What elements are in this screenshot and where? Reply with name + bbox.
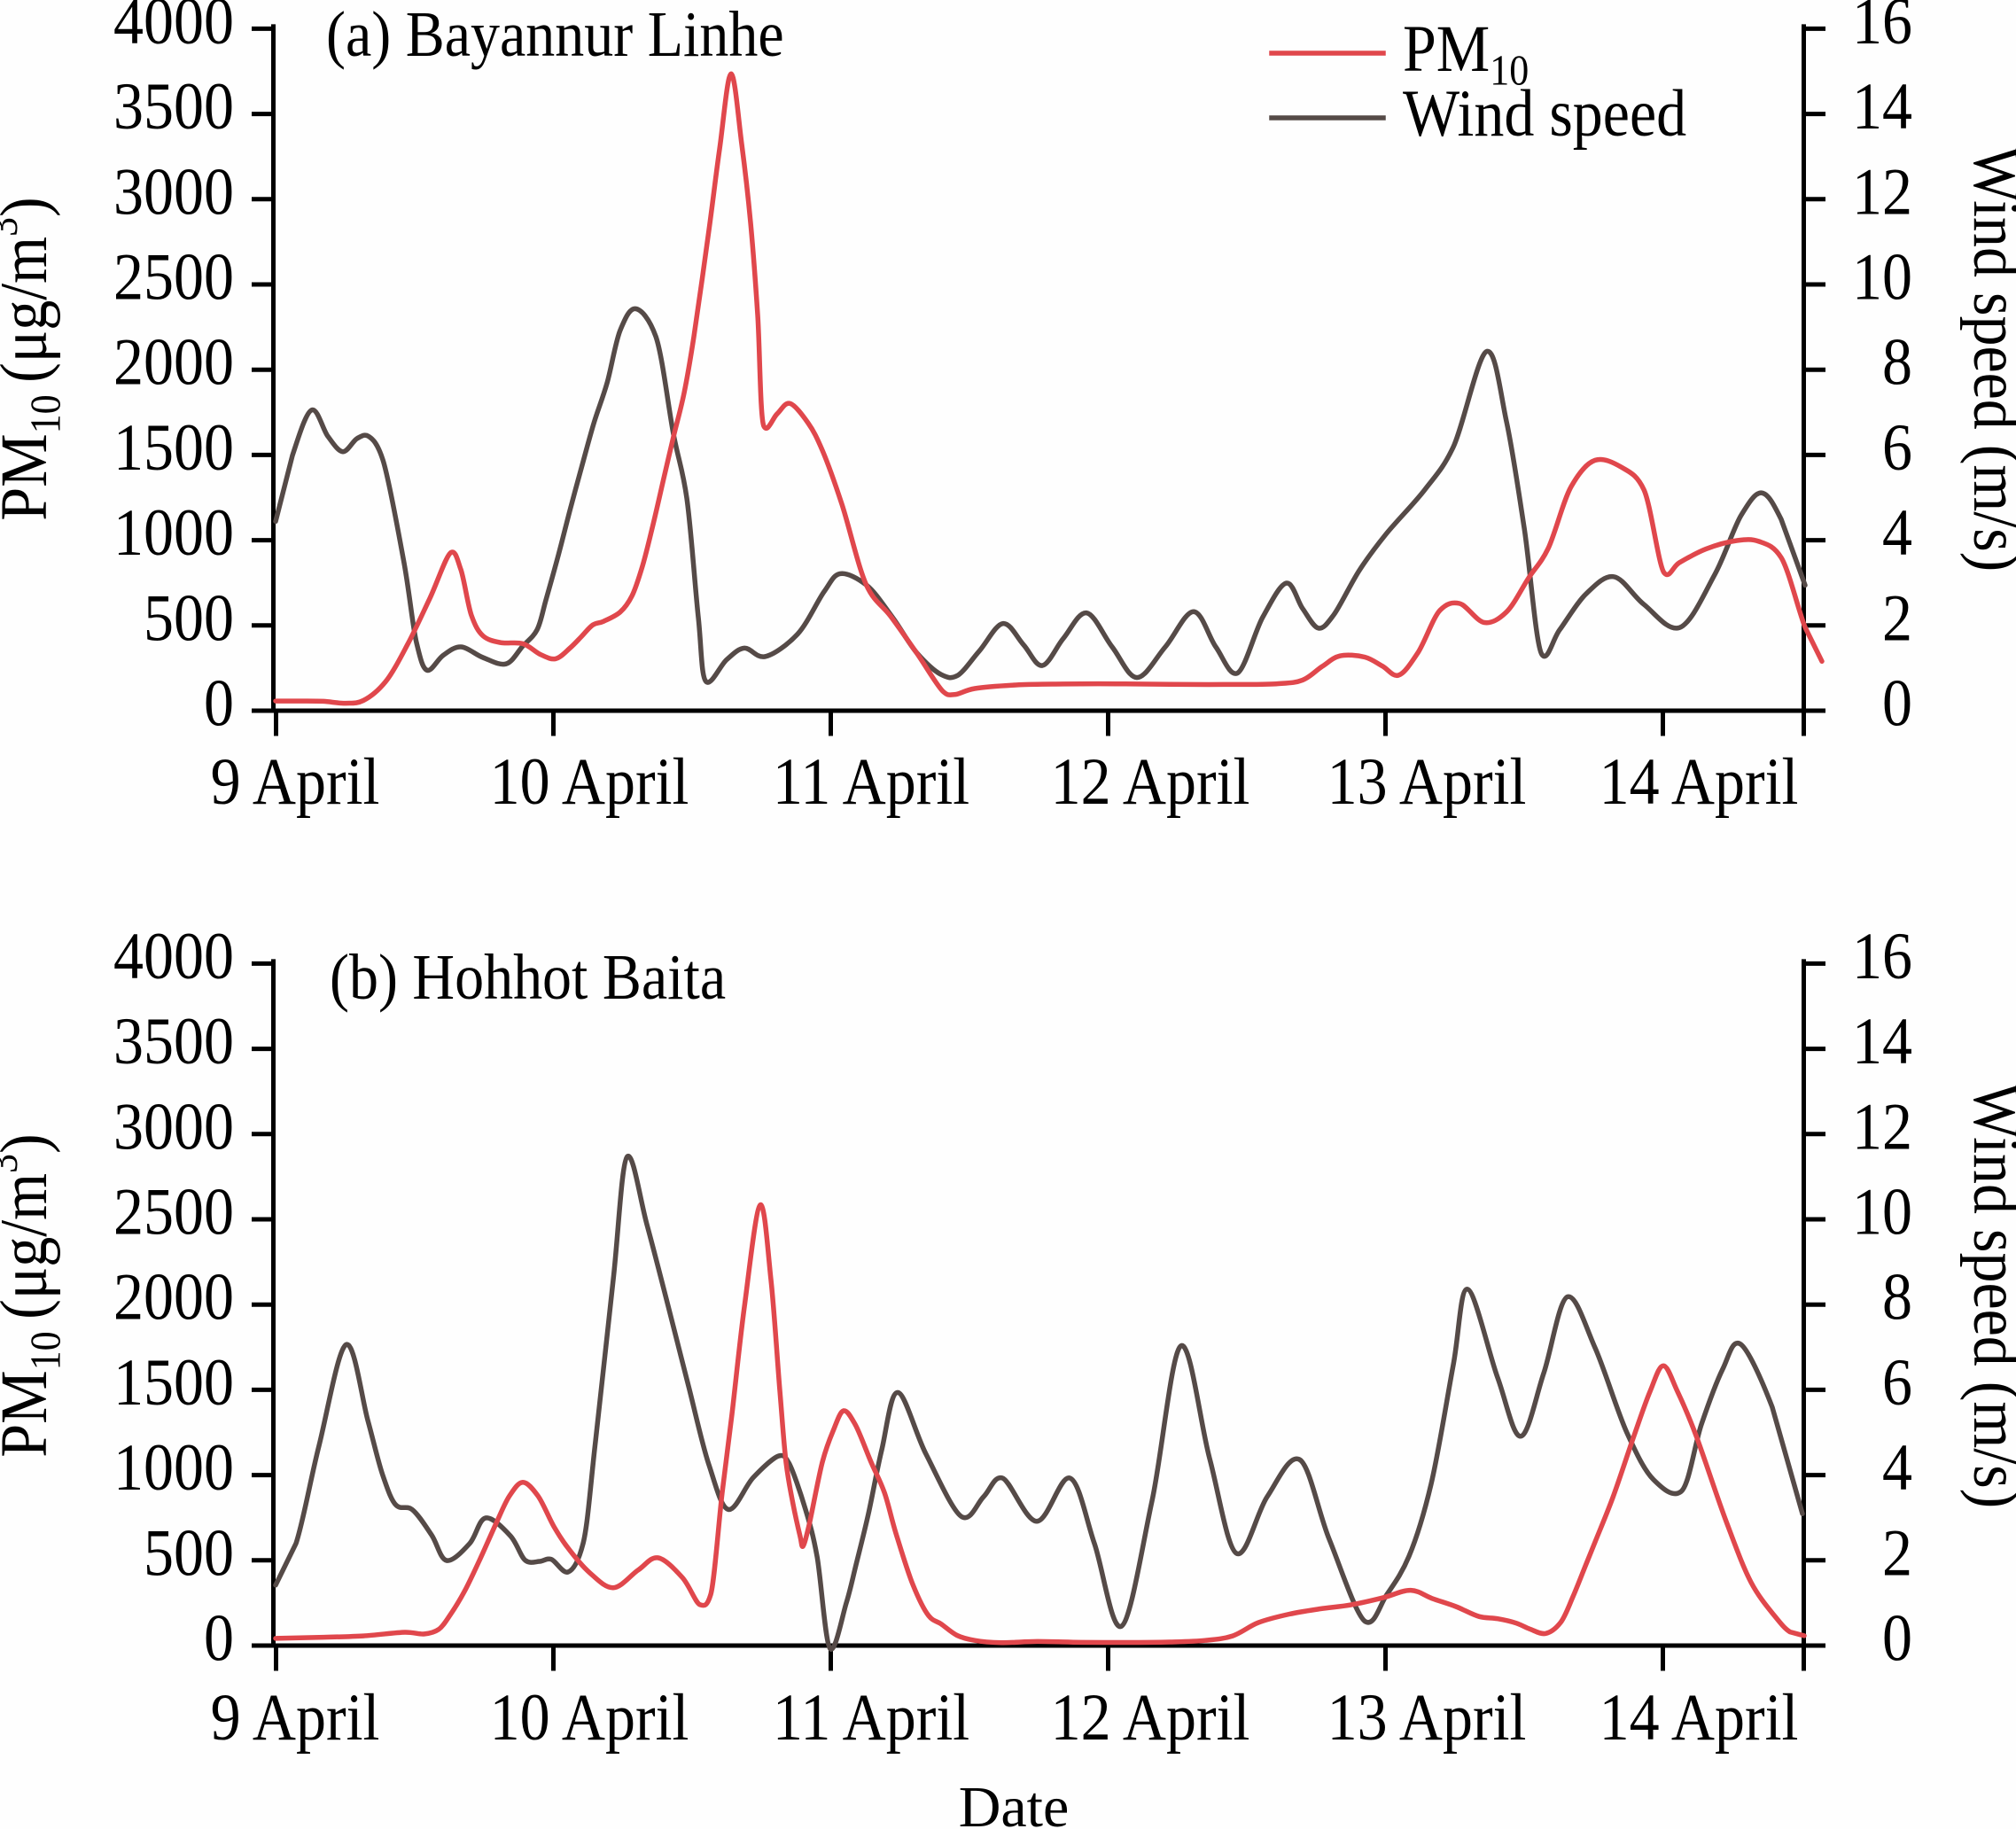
- svg-text:Wind speed: Wind speed: [1403, 77, 1686, 151]
- svg-text:10 April: 10 April: [490, 745, 689, 819]
- svg-text:13 April: 13 April: [1327, 1681, 1527, 1755]
- svg-text:2000: 2000: [113, 326, 234, 400]
- svg-text:PM10 (μg/m3): PM10 (μg/m3): [0, 197, 70, 520]
- svg-text:Wind speed (m/s): Wind speed (m/s): [1959, 146, 2016, 572]
- svg-text:8: 8: [1882, 1261, 1912, 1335]
- svg-text:4000: 4000: [113, 920, 234, 993]
- svg-text:500: 500: [144, 581, 234, 655]
- svg-text:1500: 1500: [113, 411, 234, 485]
- svg-text:1500: 1500: [113, 1346, 234, 1420]
- svg-text:10: 10: [1852, 241, 1912, 315]
- svg-text:11 April: 11 April: [773, 745, 969, 819]
- svg-text:6: 6: [1882, 1346, 1912, 1420]
- svg-text:13 April: 13 April: [1327, 745, 1527, 819]
- svg-text:12 April: 12 April: [1051, 1681, 1250, 1755]
- svg-text:14: 14: [1852, 70, 1912, 144]
- svg-text:500: 500: [144, 1516, 234, 1590]
- svg-text:16: 16: [1852, 920, 1912, 993]
- svg-text:3000: 3000: [113, 1090, 234, 1164]
- svg-text:0: 0: [1882, 1602, 1912, 1676]
- svg-text:12: 12: [1852, 155, 1912, 229]
- svg-text:10 April: 10 April: [490, 1681, 689, 1755]
- svg-text:(b) Hohhot Baita: (b) Hohhot Baita: [330, 942, 726, 1014]
- svg-text:14: 14: [1852, 1005, 1912, 1078]
- svg-text:2: 2: [1882, 581, 1912, 655]
- svg-text:PM10 (μg/m3): PM10 (μg/m3): [0, 1133, 70, 1457]
- svg-text:12: 12: [1852, 1090, 1912, 1164]
- svg-text:Wind speed (m/s): Wind speed (m/s): [1959, 1083, 2016, 1509]
- svg-text:16: 16: [1852, 0, 1912, 58]
- svg-text:3000: 3000: [113, 155, 234, 229]
- svg-text:Date: Date: [959, 1775, 1070, 1829]
- svg-text:4: 4: [1882, 496, 1912, 570]
- svg-text:(a) Bayannur Linhe: (a) Bayannur Linhe: [326, 0, 784, 71]
- svg-text:11 April: 11 April: [773, 1681, 969, 1755]
- svg-text:12 April: 12 April: [1051, 745, 1250, 819]
- svg-text:0: 0: [1882, 667, 1912, 741]
- svg-text:2500: 2500: [113, 241, 234, 315]
- svg-text:8: 8: [1882, 326, 1912, 400]
- svg-text:0: 0: [204, 1602, 234, 1676]
- svg-text:9 April: 9 April: [211, 745, 380, 819]
- svg-text:2000: 2000: [113, 1261, 234, 1335]
- svg-text:4: 4: [1882, 1431, 1912, 1505]
- svg-text:2500: 2500: [113, 1176, 234, 1249]
- svg-text:14 April: 14 April: [1600, 1681, 1799, 1755]
- svg-text:3500: 3500: [113, 1005, 234, 1078]
- svg-text:10: 10: [1852, 1176, 1912, 1249]
- svg-text:0: 0: [204, 667, 234, 741]
- svg-text:9 April: 9 April: [211, 1681, 380, 1755]
- svg-text:1000: 1000: [113, 496, 234, 570]
- svg-text:4000: 4000: [113, 0, 234, 58]
- svg-text:3500: 3500: [113, 70, 234, 144]
- svg-text:2: 2: [1882, 1516, 1912, 1590]
- svg-text:14 April: 14 April: [1600, 745, 1799, 819]
- svg-text:6: 6: [1882, 411, 1912, 485]
- svg-text:1000: 1000: [113, 1431, 234, 1505]
